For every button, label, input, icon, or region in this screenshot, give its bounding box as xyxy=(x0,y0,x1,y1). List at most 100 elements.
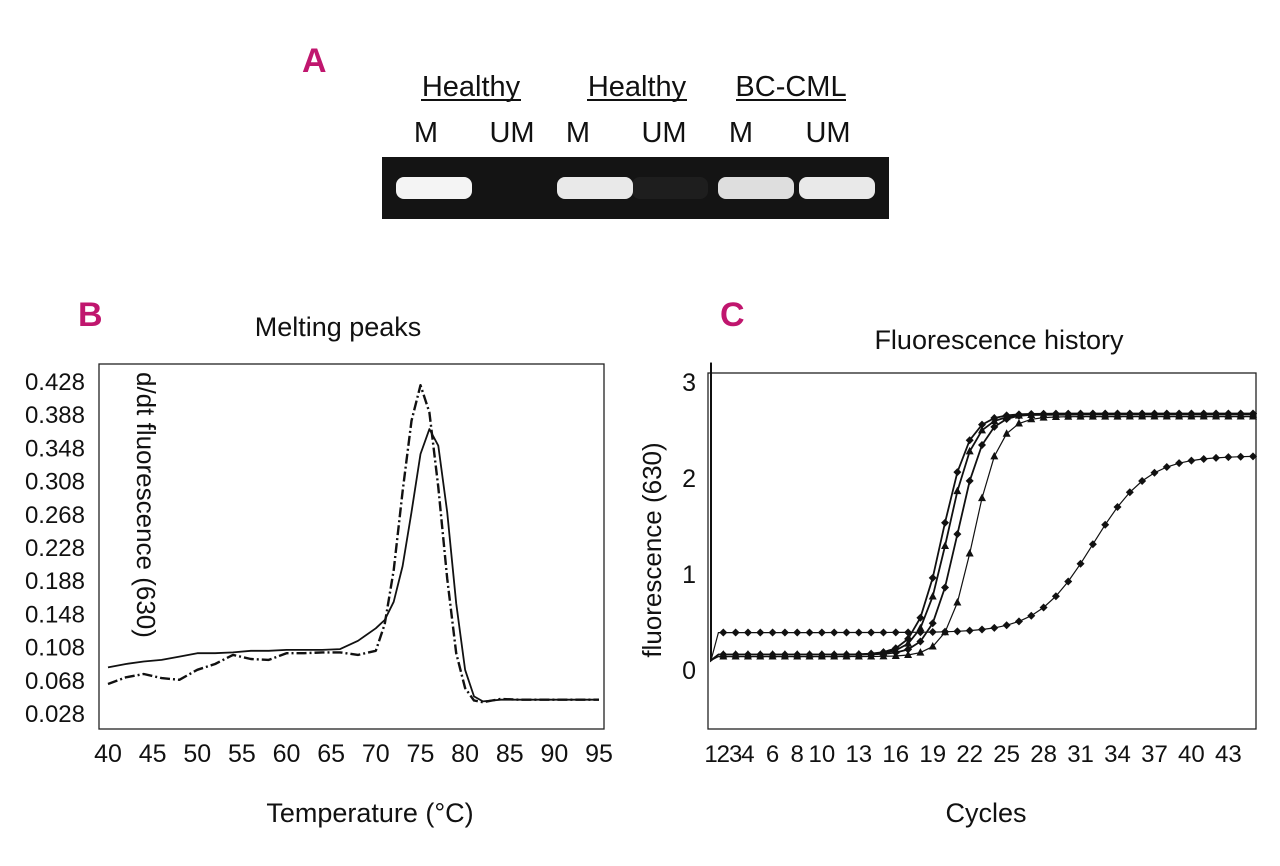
chart-c-y-tick-label: 2 xyxy=(682,465,696,493)
chart-c-marker xyxy=(953,486,962,495)
chart-c-marker xyxy=(743,628,752,637)
chart-c-marker xyxy=(1051,592,1060,601)
chart-c-marker xyxy=(1014,418,1023,427)
chart-c-marker xyxy=(965,549,974,557)
chart-b-line-unmethylated xyxy=(107,428,599,703)
chart-c-marker xyxy=(891,645,900,654)
chart-b-y-tick-label: 0.388 xyxy=(25,402,85,429)
chart-c-marker xyxy=(830,652,839,660)
chart-c-marker xyxy=(904,628,913,637)
chart-c-marker xyxy=(941,541,950,550)
gel-band xyxy=(557,177,633,199)
panel-b: B Melting peaks 0.428 0.388 0.348 0.308 0.26… xyxy=(25,296,613,828)
chart-c-x-tick-label: 25 xyxy=(993,741,1020,768)
chart-c-marker xyxy=(978,441,986,450)
chart-c-marker xyxy=(941,627,950,636)
gel-band xyxy=(799,177,875,199)
chart-c-marker xyxy=(904,650,913,659)
chart-b-title: Melting peaks xyxy=(255,312,422,342)
chart-c-marker xyxy=(928,628,937,637)
chart-b-x-tick-label: 55 xyxy=(228,740,256,768)
chart-b-x-tick-label: 45 xyxy=(139,740,167,768)
chart-c-marker xyxy=(990,416,999,424)
chart-c-marker xyxy=(904,645,913,654)
chart-c-marker xyxy=(1039,603,1048,612)
chart-b-plot-frame xyxy=(98,363,605,730)
chart-b-x-tick-label: 40 xyxy=(94,740,122,768)
chart-c-marker xyxy=(1199,412,1208,420)
chart-b-y-ticks: 0.428 0.388 0.348 0.308 0.268 0.228 0.188 0.148… xyxy=(25,369,85,728)
chart-c-marker xyxy=(1076,412,1085,420)
chart-c-marker xyxy=(1101,520,1110,529)
gel-band xyxy=(718,177,794,199)
chart-c-marker xyxy=(1101,412,1110,420)
chart-b-x-tick-label: 50 xyxy=(183,740,211,768)
chart-c-marker xyxy=(941,518,950,527)
chart-c-marker xyxy=(817,628,826,637)
chart-b-x-tick-label: 70 xyxy=(362,740,390,768)
chart-c-marker xyxy=(891,628,900,637)
chart-c-marker xyxy=(756,628,765,637)
chart-b-x-tick-label: 90 xyxy=(540,740,568,768)
chart-c-marker xyxy=(916,613,925,622)
chart-c-line-3 xyxy=(710,362,1253,663)
chart-c-marker xyxy=(1125,412,1134,420)
chart-c-y-tick-label: 1 xyxy=(682,561,696,589)
chart-c-marker xyxy=(719,628,728,637)
chart-c-marker xyxy=(916,623,925,632)
chart-c-line-5 xyxy=(710,362,1254,661)
panel-b-letter: B xyxy=(78,296,103,334)
chart-c-marker xyxy=(731,652,740,660)
chart-c-marker xyxy=(990,451,999,460)
chart-c-marker xyxy=(1027,414,1036,423)
panel-a: A Healthy Healthy BC-CML M UM M UM M UM xyxy=(302,42,889,219)
chart-c-marker xyxy=(731,628,740,637)
chart-c-marker xyxy=(916,637,925,646)
chart-c-marker xyxy=(1064,412,1073,420)
chart-c-title: Fluorescence history xyxy=(874,325,1124,355)
chart-b-y-tick-label: 0.148 xyxy=(25,601,85,628)
chart-c-x-tick-label: 28 xyxy=(1030,741,1057,768)
chart-c-marker xyxy=(1064,577,1073,586)
chart-c-marker xyxy=(805,652,814,660)
chart-b-ylabel: d/dt fluorescence (630) xyxy=(131,372,161,638)
panel-c-letter: C xyxy=(720,296,745,334)
chart-c-plot-frame xyxy=(707,372,1257,730)
chart-c-marker xyxy=(1113,502,1122,511)
chart-c-marker xyxy=(953,627,962,636)
chart-c-ylabel: fluorescence (630) xyxy=(637,442,667,657)
chart-c-marker xyxy=(990,422,999,431)
chart-c-marker xyxy=(1027,611,1036,620)
chart-b-x-tick-label: 85 xyxy=(496,740,524,768)
chart-c-x-tick-label: 40 xyxy=(1178,741,1205,768)
chart-c-marker xyxy=(1002,621,1011,630)
chart-c-x-tick-label: 6 xyxy=(766,741,779,768)
chart-c-marker xyxy=(1199,454,1208,463)
chart-c-marker xyxy=(719,652,728,660)
chart-b-y-tick-label: 0.108 xyxy=(25,635,85,662)
chart-c-x-tick-label: 43 xyxy=(1215,741,1242,768)
chart-c-marker xyxy=(768,652,777,660)
chart-c-x-tick-label: 13 xyxy=(845,741,872,768)
chart-c-marker xyxy=(941,583,950,592)
chart-c-marker xyxy=(1051,412,1060,420)
chart-c-line-2 xyxy=(710,362,1253,663)
chart-c-x-tick-label: 37 xyxy=(1141,741,1168,768)
chart-c-marker xyxy=(904,639,913,647)
chart-c-marker xyxy=(780,628,789,637)
chart-b-x-tick-label: 95 xyxy=(585,740,613,768)
chart-c-marker xyxy=(978,425,986,434)
chart-c-marker xyxy=(1039,413,1048,421)
chart-c-y-tick-label: 0 xyxy=(682,657,696,685)
chart-c-marker xyxy=(990,623,999,632)
chart-b-line-methylated xyxy=(107,384,599,704)
chart-c-marker xyxy=(1187,456,1196,465)
chart-c-marker xyxy=(854,652,863,660)
chart-c-marker xyxy=(1138,476,1147,485)
lane-label-3: M xyxy=(566,117,590,149)
chart-c-x-tick-label: 2 xyxy=(717,741,730,768)
chart-b-x-tick-label: 80 xyxy=(451,740,479,768)
chart-b-x-tick-label: 60 xyxy=(273,740,301,768)
